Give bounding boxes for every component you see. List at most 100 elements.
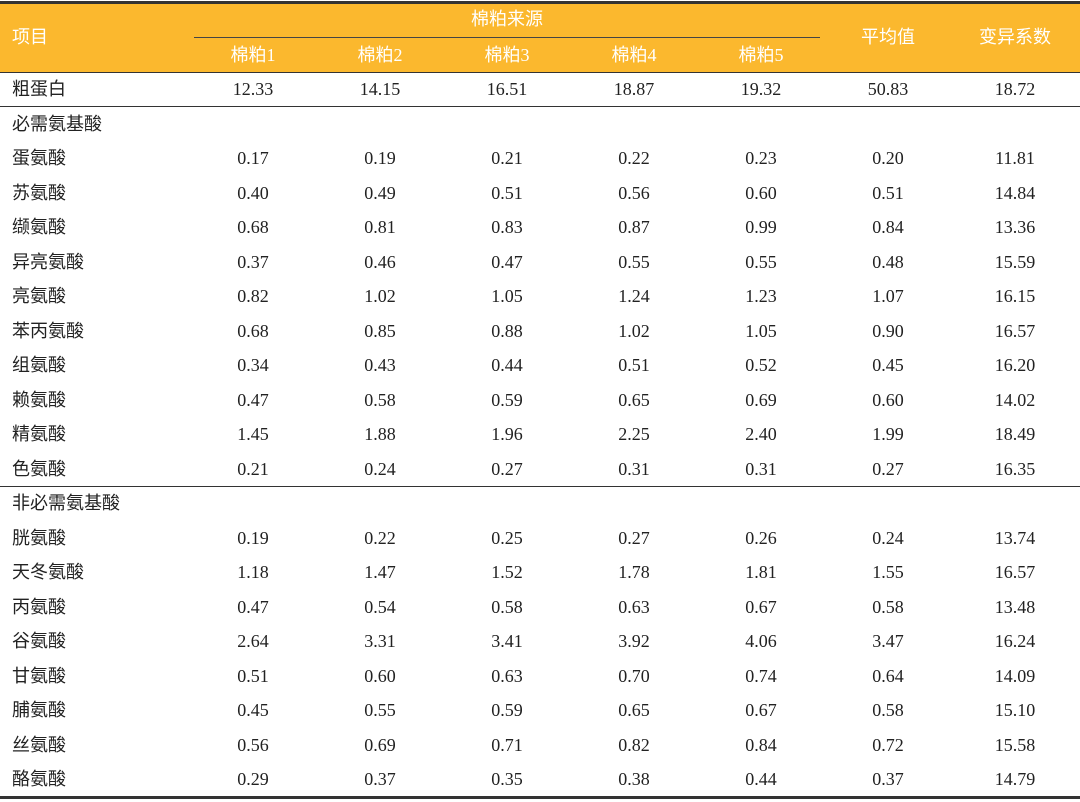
cell-value: 0.31 xyxy=(745,458,777,479)
row-label: 色氨酸 xyxy=(12,458,66,479)
protein-rule xyxy=(0,106,1080,107)
cell-value: 0.17 xyxy=(237,148,269,168)
cell-value: 50.83 xyxy=(867,79,909,99)
bottom-rule xyxy=(0,796,1080,799)
header-source-name: 棉粕5 xyxy=(738,45,784,65)
header-source-name: 棉粕1 xyxy=(230,45,276,65)
cell-value: 0.21 xyxy=(237,458,269,479)
cell-value: 15.58 xyxy=(994,734,1036,755)
cell-value: 0.88 xyxy=(491,320,523,341)
cell-value: 0.29 xyxy=(237,769,269,789)
cell-value: 0.21 xyxy=(491,148,523,168)
cell-value: 0.59 xyxy=(491,389,523,410)
cell-value: 1.52 xyxy=(491,562,523,582)
row-label: 精氨酸 xyxy=(12,424,66,444)
cell-value: 0.64 xyxy=(872,665,904,686)
row-label: 天冬氨酸 xyxy=(12,562,84,582)
cell-value: 0.52 xyxy=(745,355,777,375)
cell-value: 0.82 xyxy=(237,286,269,306)
cell-value: 1.96 xyxy=(491,424,523,444)
cell-value: 3.31 xyxy=(364,631,396,651)
header-rule xyxy=(0,72,1080,73)
cell-value: 0.84 xyxy=(745,734,777,755)
cell-value: 0.87 xyxy=(618,217,650,237)
row-label: 谷氨酸 xyxy=(12,631,66,651)
cell-value: 0.20 xyxy=(872,148,904,168)
cell-value: 0.58 xyxy=(491,596,523,617)
cell-value: 2.64 xyxy=(237,631,269,651)
cell-value: 0.44 xyxy=(491,355,523,375)
cell-value: 14.15 xyxy=(359,79,401,99)
cell-value: 14.84 xyxy=(994,182,1036,203)
cell-value: 0.31 xyxy=(618,458,650,479)
cell-value: 16.24 xyxy=(994,631,1036,651)
cell-value: 0.51 xyxy=(618,355,650,375)
source-rule xyxy=(194,37,820,38)
cell-value: 15.10 xyxy=(994,700,1036,720)
cell-value: 0.54 xyxy=(364,596,396,617)
cell-value: 0.90 xyxy=(872,320,904,341)
cell-value: 3.47 xyxy=(872,631,904,651)
cell-value: 0.69 xyxy=(745,389,777,410)
cell-value: 0.85 xyxy=(364,320,396,341)
cell-value: 3.92 xyxy=(618,631,650,651)
cell-value: 13.36 xyxy=(994,217,1036,237)
cell-value: 0.74 xyxy=(745,665,777,686)
row-label: 亮氨酸 xyxy=(12,286,66,306)
cell-value: 1.18 xyxy=(237,562,269,582)
cell-value: 0.19 xyxy=(364,148,396,168)
cell-value: 0.69 xyxy=(364,734,396,755)
cell-value: 0.24 xyxy=(872,527,904,548)
cell-value: 16.57 xyxy=(994,562,1036,582)
cell-value: 0.84 xyxy=(872,217,904,237)
cell-value: 16.20 xyxy=(994,355,1036,375)
row-label: 苯丙氨酸 xyxy=(12,320,84,341)
cell-value: 2.25 xyxy=(618,424,650,444)
row-label: 组氨酸 xyxy=(12,355,66,375)
cell-value: 0.55 xyxy=(364,700,396,720)
row-label: 酪氨酸 xyxy=(12,769,66,789)
cell-value: 0.68 xyxy=(237,217,269,237)
cell-value: 14.02 xyxy=(994,389,1036,410)
cell-value: 0.68 xyxy=(237,320,269,341)
cell-value: 18.49 xyxy=(994,424,1036,444)
cell-value: 0.27 xyxy=(872,458,904,479)
header-item: 项目 xyxy=(12,27,48,47)
cell-value: 0.19 xyxy=(237,527,269,548)
row-label: 赖氨酸 xyxy=(12,389,66,410)
row-label: 甘氨酸 xyxy=(12,665,66,686)
cell-value: 0.67 xyxy=(745,700,777,720)
row-label: 丙氨酸 xyxy=(12,596,66,617)
row-label: 丝氨酸 xyxy=(12,734,66,755)
cell-value: 14.79 xyxy=(994,769,1036,789)
cell-value: 1.23 xyxy=(745,286,777,306)
cell-value: 1.78 xyxy=(618,562,650,582)
cell-value: 0.59 xyxy=(491,700,523,720)
row-label: 粗蛋白 xyxy=(12,79,66,99)
cell-value: 0.51 xyxy=(491,182,523,203)
cell-value: 12.33 xyxy=(232,79,274,99)
cell-value: 0.46 xyxy=(364,251,396,272)
cell-value: 0.22 xyxy=(364,527,396,548)
cell-value: 16.15 xyxy=(994,286,1036,306)
row-label: 苏氨酸 xyxy=(12,182,66,203)
cell-value: 0.56 xyxy=(237,734,269,755)
header-source: 棉粕来源 xyxy=(471,9,543,29)
cell-value: 0.26 xyxy=(745,527,777,548)
cell-value: 0.23 xyxy=(745,148,777,168)
cell-value: 0.72 xyxy=(872,734,904,755)
cell-value: 1.24 xyxy=(618,286,650,306)
row-label: 脯氨酸 xyxy=(12,700,66,720)
row-label: 胱氨酸 xyxy=(12,527,66,548)
cell-value: 0.49 xyxy=(364,182,396,203)
cell-value: 15.59 xyxy=(994,251,1036,272)
cell-value: 0.60 xyxy=(364,665,396,686)
row-label: 蛋氨酸 xyxy=(12,148,66,168)
cell-value: 0.27 xyxy=(491,458,523,479)
cell-value: 1.55 xyxy=(872,562,904,582)
cell-value: 0.63 xyxy=(618,596,650,617)
cell-value: 0.34 xyxy=(237,355,269,375)
cell-value: 0.22 xyxy=(618,148,650,168)
cell-value: 0.37 xyxy=(872,769,904,789)
